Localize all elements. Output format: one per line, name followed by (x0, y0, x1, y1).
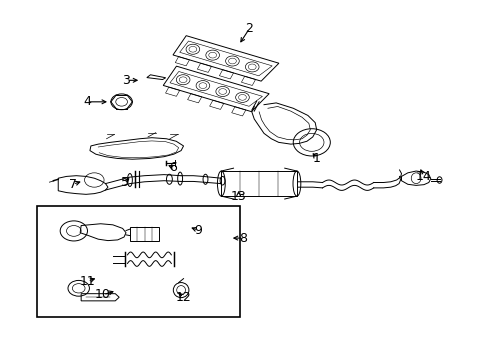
Text: 4: 4 (83, 95, 91, 108)
Bar (221, 171, 296, 196)
Text: 1: 1 (312, 152, 320, 165)
Text: 2: 2 (245, 22, 253, 35)
Text: 13: 13 (230, 190, 246, 203)
Text: 6: 6 (168, 161, 176, 174)
Text: 3: 3 (122, 74, 130, 87)
Bar (37, 206, 239, 317)
Text: 9: 9 (194, 224, 202, 237)
Bar (130, 227, 159, 240)
Text: 12: 12 (175, 291, 191, 304)
Text: 14: 14 (415, 170, 431, 183)
Text: 7: 7 (69, 178, 77, 191)
Text: 5: 5 (121, 176, 129, 189)
Text: 8: 8 (239, 231, 247, 244)
Text: 10: 10 (95, 288, 111, 301)
Text: 11: 11 (80, 275, 95, 288)
